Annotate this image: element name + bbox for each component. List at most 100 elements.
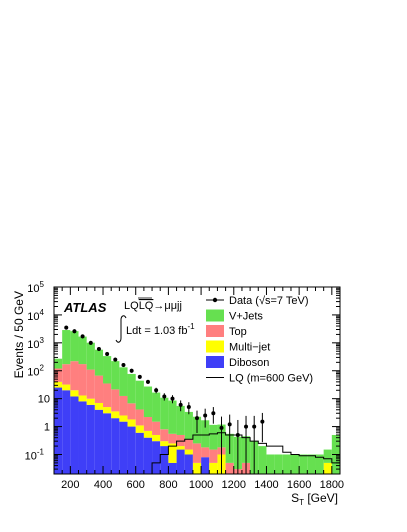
bar-v-jets xyxy=(274,454,283,474)
bar-multi-jet xyxy=(70,390,79,397)
bar-diboson xyxy=(143,437,153,474)
data-points xyxy=(64,325,265,474)
bar-multi-jet xyxy=(54,381,63,388)
bar-diboson xyxy=(94,409,104,474)
y-tick-label: 1 xyxy=(44,422,50,434)
bar-top xyxy=(127,403,136,420)
x-tick-label: 1800 xyxy=(320,479,344,491)
data-point xyxy=(170,396,175,401)
legend-swatch-diboson xyxy=(206,356,224,368)
data-point xyxy=(121,363,126,368)
bar-multi-jet xyxy=(62,384,71,391)
bar-v-jets xyxy=(111,361,120,390)
data-point xyxy=(129,368,134,373)
bar-top xyxy=(152,421,161,435)
bar-top xyxy=(94,375,104,403)
histogram-bars xyxy=(54,330,340,474)
x-tick-label: 400 xyxy=(94,479,112,491)
bar-top xyxy=(111,389,120,412)
bar-multi-jet xyxy=(184,449,193,455)
luminosity-label: Ldt = 1.03 fb-1 xyxy=(126,322,195,337)
bar-diboson xyxy=(135,432,144,474)
legend-label-v-jets: V+Jets xyxy=(229,311,263,323)
bar-multi-jet xyxy=(127,419,136,427)
bar-multi-jet xyxy=(94,402,104,410)
bar-v-jets xyxy=(70,331,79,362)
legend-swatch-v-jets xyxy=(206,309,224,322)
bar-v-jets xyxy=(127,373,136,404)
bar-v-jets xyxy=(168,400,177,434)
bar-diboson xyxy=(86,404,95,474)
data-point xyxy=(195,416,199,421)
bar-v-jets xyxy=(135,380,144,410)
data-point xyxy=(137,374,142,379)
legend-swatch-top xyxy=(206,325,224,337)
bar-diboson xyxy=(111,418,120,474)
bar-multi-jet xyxy=(168,443,177,463)
bar-multi-jet xyxy=(119,415,128,422)
bar-v-jets xyxy=(258,446,267,474)
y-tick-label: 103 xyxy=(27,336,44,351)
bar-multi-jet xyxy=(192,462,202,474)
bar-diboson xyxy=(152,441,161,474)
bar-diboson xyxy=(201,457,210,474)
bar-top xyxy=(209,449,218,463)
data-point xyxy=(113,357,118,362)
bar-v-jets xyxy=(176,405,185,435)
bar-multi-jet xyxy=(78,395,87,402)
bar-v-jets xyxy=(94,349,104,376)
bar-diboson xyxy=(184,454,193,474)
bar-diboson xyxy=(62,390,71,474)
x-tick-label: 1000 xyxy=(189,479,213,491)
x-tick-label: 800 xyxy=(159,479,177,491)
bar-v-jets xyxy=(315,454,324,474)
bar-diboson xyxy=(78,401,87,474)
bar-multi-jet xyxy=(323,462,332,474)
bar-multi-jet xyxy=(103,407,112,414)
bar-v-jets xyxy=(78,336,87,365)
bar-top xyxy=(78,364,87,396)
y-axis-title: Events / 50 GeV xyxy=(12,291,26,378)
bar-v-jets xyxy=(143,386,153,418)
data-point xyxy=(244,424,249,429)
bar-top xyxy=(54,368,63,382)
bar-v-jets xyxy=(299,454,308,474)
bar-top xyxy=(225,462,234,474)
bar-multi-jet xyxy=(135,425,144,433)
bar-top xyxy=(160,429,169,442)
data-point xyxy=(186,405,191,410)
data-point xyxy=(162,394,167,399)
bar-top xyxy=(192,443,202,463)
bar-diboson xyxy=(70,396,79,474)
bar-top xyxy=(201,447,210,458)
bar-v-jets xyxy=(62,330,71,365)
bar-top xyxy=(86,369,95,399)
data-point xyxy=(145,379,150,384)
bar-multi-jet xyxy=(111,411,120,419)
bar-diboson xyxy=(168,462,177,474)
plot-frame xyxy=(53,286,341,475)
bar-v-jets xyxy=(266,454,275,474)
y-tick-label: 102 xyxy=(27,364,44,379)
bar-top xyxy=(62,364,71,385)
data-point xyxy=(211,411,216,416)
bar-diboson xyxy=(54,387,63,474)
bar-top xyxy=(103,383,112,408)
bar-multi-jet xyxy=(176,446,185,450)
bar-top xyxy=(176,434,185,447)
bar-v-jets xyxy=(184,411,193,440)
y-tick-label: 10-1 xyxy=(25,447,45,462)
bar-v-jets xyxy=(323,449,332,463)
legend-label-multi-jet: Multi−jet xyxy=(229,342,270,354)
integral-sign xyxy=(115,315,127,343)
bar-v-jets xyxy=(119,367,128,396)
bar-v-jets xyxy=(54,358,63,369)
bar-v-jets xyxy=(209,424,218,450)
legend-label-lq-m-600-gev: LQ (m=600 GeV) xyxy=(229,373,313,385)
data-point xyxy=(105,351,110,356)
atlas-label: ATLAS xyxy=(63,300,107,315)
data-point xyxy=(219,425,224,430)
bar-top xyxy=(184,439,193,450)
